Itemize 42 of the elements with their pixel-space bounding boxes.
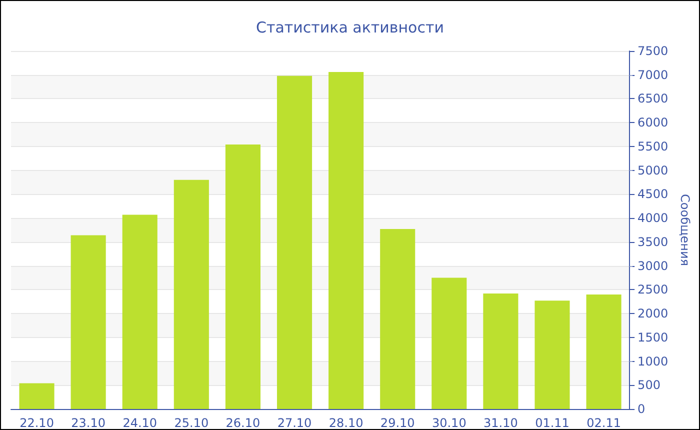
bar (70, 235, 106, 409)
bar (276, 76, 312, 409)
y-tick-label: 7500 (638, 44, 668, 58)
x-tick-label: 25.10 (174, 416, 209, 430)
y-tick-label: 5000 (638, 163, 668, 178)
y-tick-label: 4500 (638, 187, 668, 202)
y-tick-label: 1000 (638, 354, 668, 368)
bar (225, 144, 260, 409)
y-tick-label: 2000 (638, 306, 668, 321)
bar (586, 294, 622, 409)
bar (380, 229, 416, 409)
x-tick-label: 02.11 (586, 416, 621, 430)
x-tick-label: 31.10 (484, 416, 518, 430)
x-tick-label: 23.10 (71, 416, 106, 430)
bar (432, 278, 467, 409)
chart-title: Статистика активности (256, 18, 444, 36)
bar (174, 180, 209, 409)
y-tick-label: 500 (638, 378, 660, 392)
y-tick-label: 1500 (638, 330, 668, 344)
bar (328, 72, 364, 409)
y-tick-label: 0 (638, 402, 646, 416)
x-tick-label: 27.10 (277, 416, 312, 430)
y-tick-label: 2500 (638, 282, 668, 297)
bar (122, 214, 158, 409)
x-tick-label: 28.10 (328, 416, 364, 430)
y-tick-label: 4000 (638, 211, 668, 226)
bar (19, 383, 54, 409)
x-tick-label: 24.10 (122, 416, 158, 430)
x-tick-label: 30.10 (432, 416, 466, 430)
y-tick-label: 7000 (638, 68, 668, 82)
bar (483, 293, 518, 409)
y-tick-label: 3000 (638, 258, 668, 273)
y-tick-label: 5500 (638, 139, 668, 154)
x-tick-label: 01.11 (535, 416, 570, 430)
x-tick-label: 26.10 (226, 416, 260, 430)
y-tick-label: 6000 (638, 116, 668, 130)
y-axis-title: Сообщения (678, 194, 692, 266)
x-tick-label: 29.10 (380, 416, 415, 430)
x-tick-label: 22.10 (20, 416, 54, 430)
bar (534, 300, 570, 409)
y-tick-label: 6500 (638, 92, 668, 106)
y-tick-label: 3500 (638, 234, 668, 249)
